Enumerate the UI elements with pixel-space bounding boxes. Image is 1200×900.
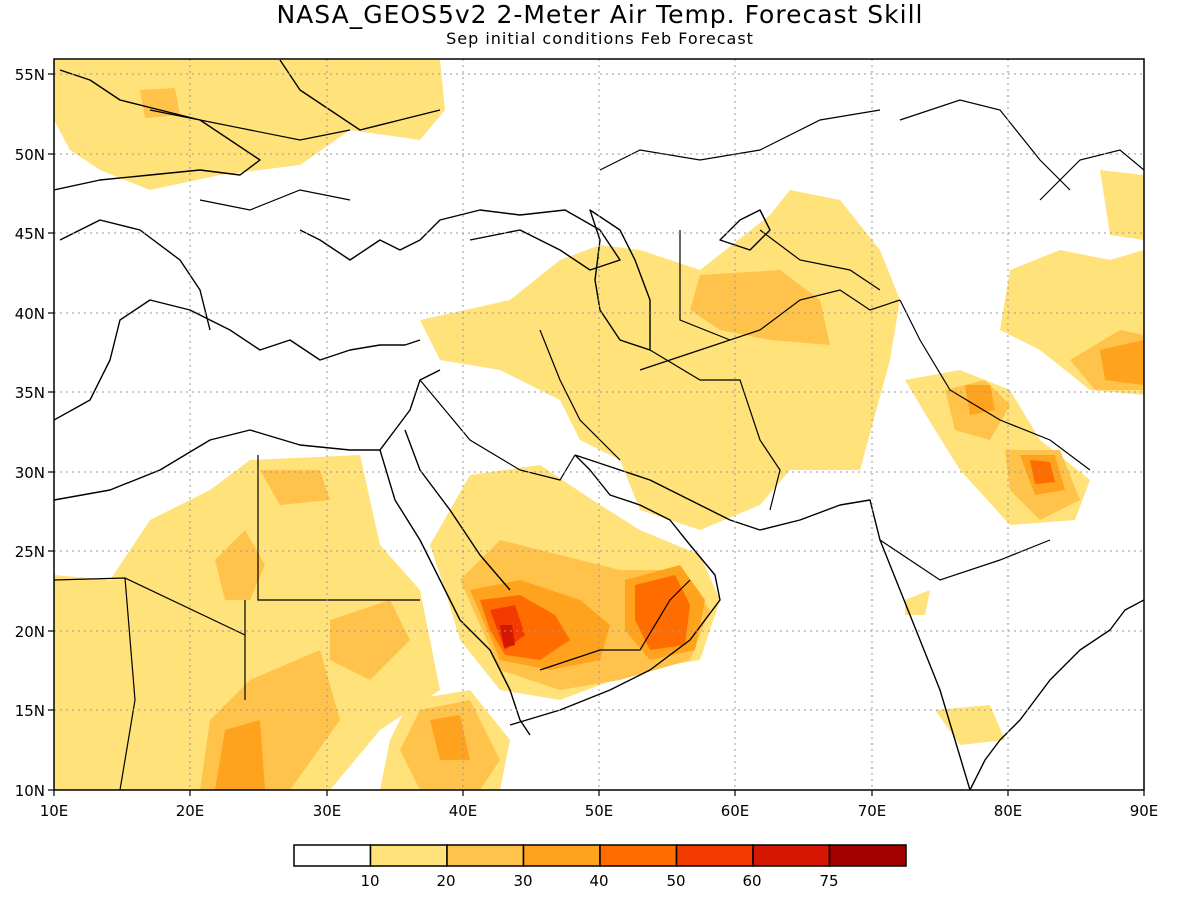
legend-swatch bbox=[293, 844, 372, 867]
lat-tick-label: 55N bbox=[15, 66, 45, 84]
legend-swatch bbox=[446, 844, 525, 867]
lon-tick-label: 90E bbox=[1130, 802, 1159, 820]
legend-swatch bbox=[828, 844, 907, 867]
lat-tick-label: 20N bbox=[15, 623, 45, 641]
legend-swatch bbox=[369, 844, 448, 867]
skill-shading bbox=[54, 60, 1144, 790]
lon-tick-label: 20E bbox=[176, 802, 205, 820]
lat-tick-label: 45N bbox=[15, 225, 45, 243]
legend-label: 30 bbox=[513, 872, 532, 890]
lon-tick-label: 50E bbox=[585, 802, 614, 820]
map-title: NASA_GEOS5v2 2-Meter Air Temp. Forecast … bbox=[276, 0, 924, 29]
lon-tick-labels: 10E 20E 30E 40E 50E 60E 70E 80E 90E bbox=[40, 802, 1159, 820]
lat-tick-label: 50N bbox=[15, 146, 45, 164]
legend-swatch bbox=[599, 844, 678, 867]
coastlines bbox=[54, 59, 1144, 790]
legend-label: 20 bbox=[436, 872, 455, 890]
axis-ticks bbox=[48, 73, 1145, 796]
legend-label: 60 bbox=[742, 872, 761, 890]
lat-tick-label: 25N bbox=[15, 543, 45, 561]
lat-tick-label: 10N bbox=[15, 782, 45, 800]
lon-tick-label: 40E bbox=[449, 802, 478, 820]
lon-tick-label: 60E bbox=[721, 802, 750, 820]
lat-tick-label: 35N bbox=[15, 384, 45, 402]
legend-swatch bbox=[752, 844, 831, 867]
color-legend: 10 20 30 40 50 60 75 bbox=[293, 844, 907, 890]
lon-tick-label: 80E bbox=[994, 802, 1023, 820]
legend-swatch bbox=[675, 844, 754, 867]
legend-swatch bbox=[522, 844, 601, 867]
borders bbox=[54, 99, 1144, 790]
legend-label: 75 bbox=[819, 872, 838, 890]
legend-label: 50 bbox=[666, 872, 685, 890]
lon-tick-label: 10E bbox=[40, 802, 69, 820]
lat-tick-label: 15N bbox=[15, 702, 45, 720]
lon-tick-label: 70E bbox=[858, 802, 887, 820]
lon-tick-label: 30E bbox=[313, 802, 342, 820]
lat-tick-labels: 10N 15N 20N 25N 30N 35N 40N 45N 50N 55N bbox=[15, 66, 45, 800]
lat-tick-label: 30N bbox=[15, 464, 45, 482]
grid-lines bbox=[54, 59, 1144, 790]
legend-label: 40 bbox=[589, 872, 608, 890]
lat-tick-label: 40N bbox=[15, 305, 45, 323]
map-subtitle: Sep initial conditions Feb Forecast bbox=[446, 29, 754, 48]
legend-label: 10 bbox=[360, 872, 379, 890]
